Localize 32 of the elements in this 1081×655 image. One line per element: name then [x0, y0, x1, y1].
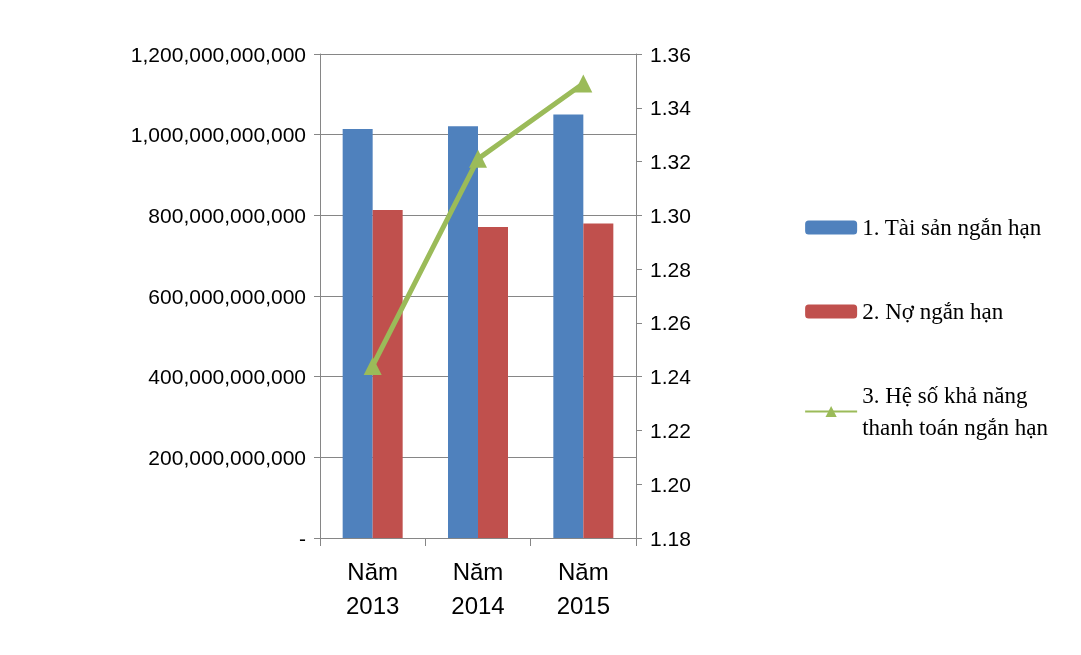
y-tick-label: 1,000,000,000,000: [130, 123, 306, 147]
legend-label: 1. Tài sản ngắn hạn: [862, 215, 1042, 240]
x-tick-label: Năm 2013: [345, 557, 400, 619]
y-tick-label: 200,000,000,000: [148, 445, 306, 469]
y2-tick-label: 1.36: [650, 42, 691, 66]
point: [574, 74, 593, 93]
y2-tick-label: 1.22: [650, 418, 691, 442]
y2-tick-label: 1.28: [650, 257, 691, 281]
bar: [448, 126, 478, 538]
y-tick-label: 1,200,000,000,000: [130, 42, 306, 66]
x-tick-label: Năm 2015: [556, 557, 611, 619]
bar: [372, 210, 403, 538]
y-tick-label: 800,000,000,000: [148, 203, 306, 227]
y2-tick-label: 1.30: [650, 203, 691, 227]
point: [469, 149, 487, 168]
legend-label: 2. Nợ ngắn hạn: [862, 299, 1004, 324]
y-tick-label: -: [299, 526, 306, 550]
y2-tick-label: 1.34: [650, 96, 692, 120]
bar: [342, 129, 373, 538]
x-tick-label: Năm 2014: [451, 557, 505, 619]
bar: [478, 227, 508, 538]
y2-tick-label: 1.20: [650, 472, 691, 496]
y-tick-label: 600,000,000,000: [148, 284, 306, 308]
point: [363, 356, 382, 375]
legend-label: 3. Hệ số khả năng thanh toán ngắn hạn: [862, 383, 1049, 440]
y2-tick-label: 1.32: [650, 150, 691, 174]
bar: [553, 114, 584, 538]
y2-tick-label: 1.18: [650, 526, 691, 550]
y-tick-label: 400,000,000,000: [148, 365, 306, 389]
y2-tick-label: 1.24: [650, 365, 692, 389]
bar: [583, 223, 614, 538]
y2-tick-label: 1.26: [650, 311, 691, 335]
